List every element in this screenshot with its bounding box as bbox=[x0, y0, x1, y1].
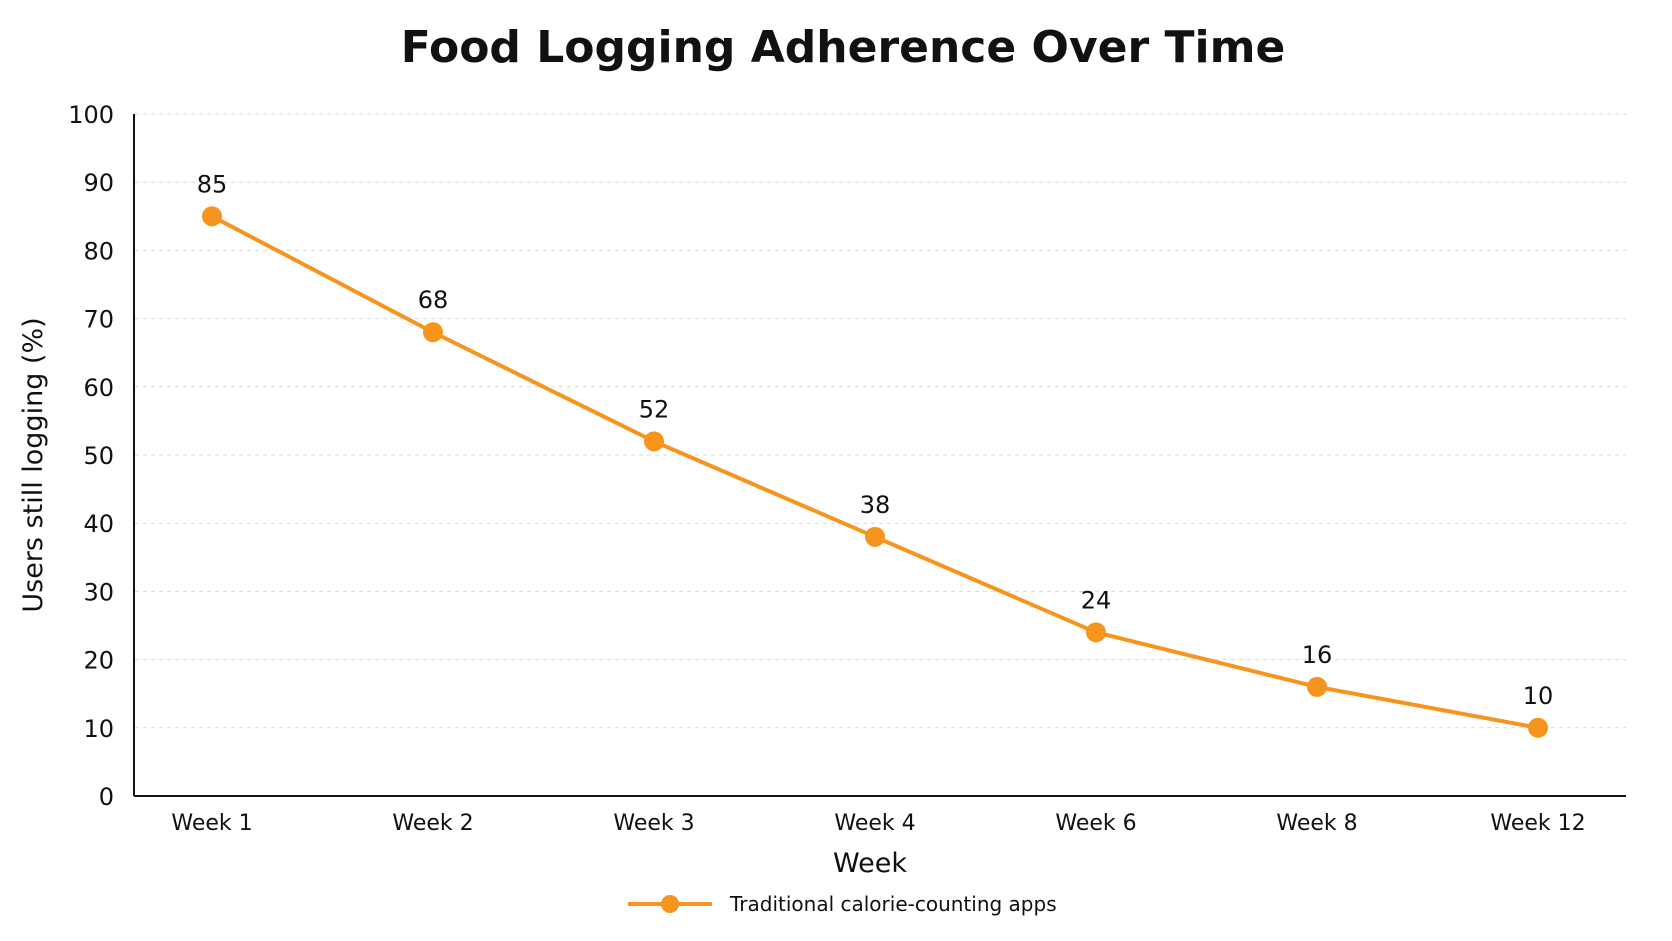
x-tick-labels: Week 1 Week 2 Week 3 Week 4 Week 6 Week 8 Week… bbox=[171, 811, 1585, 836]
axes bbox=[133, 114, 1626, 797]
data-label: 10 bbox=[1523, 682, 1554, 710]
y-tick-label: 50 bbox=[83, 442, 114, 470]
series-line bbox=[211, 214, 1539, 730]
legend-label: Traditional calorie-counting apps bbox=[729, 892, 1057, 916]
data-point bbox=[1307, 676, 1327, 697]
x-axis-label: Week bbox=[833, 848, 907, 879]
chart-title: Food Logging Adherence Over Time bbox=[401, 22, 1286, 73]
data-point bbox=[1528, 717, 1548, 738]
x-tick-label: Week 6 bbox=[1055, 811, 1136, 836]
data-label: 38 bbox=[860, 491, 891, 519]
data-point bbox=[202, 206, 222, 227]
data-label: 68 bbox=[418, 286, 449, 314]
y-tick-label: 20 bbox=[83, 647, 114, 675]
y-tick-label: 40 bbox=[83, 510, 114, 538]
data-point bbox=[1086, 622, 1106, 643]
legend-marker bbox=[661, 895, 679, 913]
data-point bbox=[644, 431, 664, 452]
series-layer bbox=[202, 206, 1548, 738]
y-tick-labels: 0 10 20 30 40 50 60 70 80 90 100 bbox=[68, 101, 114, 811]
y-tick-label: 90 bbox=[83, 169, 114, 197]
y-tick-label: 100 bbox=[68, 101, 114, 129]
y-tick-label: 0 bbox=[99, 783, 114, 811]
data-label: 16 bbox=[1302, 641, 1333, 669]
y-tick-label: 60 bbox=[83, 374, 114, 402]
x-tick-label: Week 3 bbox=[613, 811, 694, 836]
data-point bbox=[423, 322, 443, 343]
x-tick-label: Week 12 bbox=[1490, 811, 1585, 836]
y-axis-label: Users still logging (%) bbox=[18, 317, 49, 612]
y-tick-label: 10 bbox=[83, 715, 114, 743]
data-point bbox=[865, 526, 885, 547]
x-tick-label: Week 4 bbox=[834, 811, 915, 836]
y-tick-label: 70 bbox=[83, 306, 114, 334]
x-tick-label: Week 8 bbox=[1276, 811, 1357, 836]
x-tick-label: Week 2 bbox=[392, 811, 473, 836]
data-label: 52 bbox=[639, 395, 670, 423]
x-tick-label: Week 1 bbox=[171, 811, 252, 836]
grid-lines bbox=[135, 113, 1626, 729]
data-labels: 85 68 52 38 24 16 10 bbox=[197, 170, 1554, 710]
data-label: 24 bbox=[1081, 586, 1112, 614]
y-tick-label: 80 bbox=[83, 237, 114, 265]
legend: Traditional calorie-counting apps bbox=[628, 892, 1057, 916]
y-tick-label: 30 bbox=[83, 578, 114, 606]
data-label: 85 bbox=[197, 170, 228, 198]
